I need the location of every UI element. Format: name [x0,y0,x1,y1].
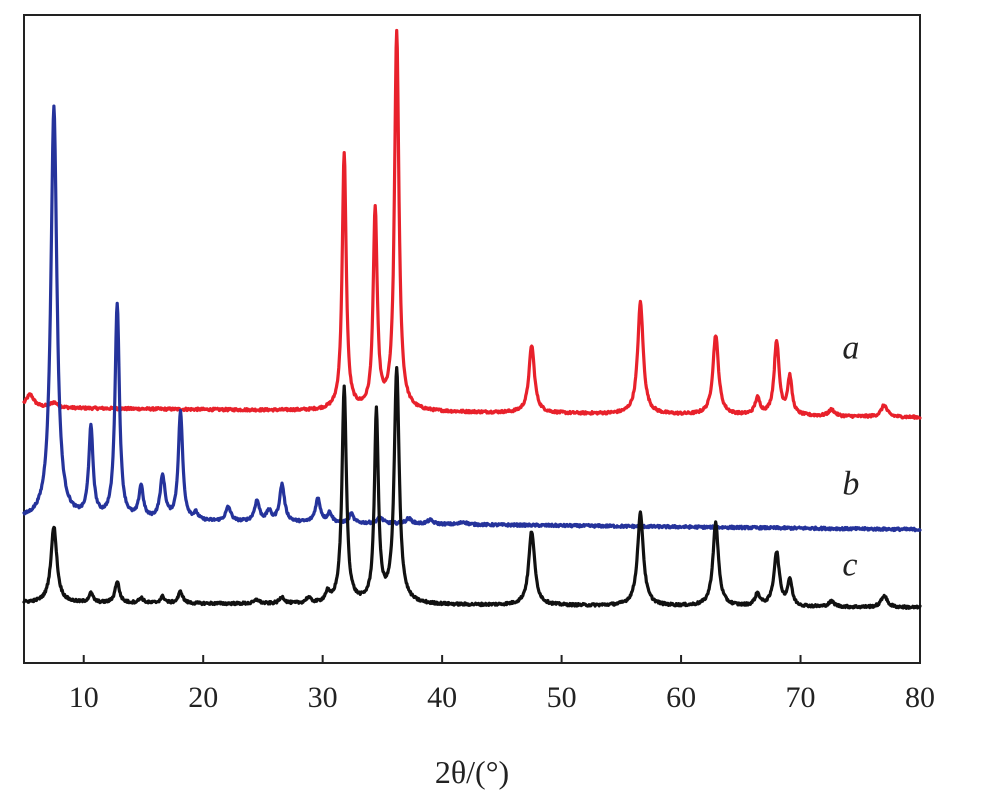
x-tick-label-80: 80 [905,681,935,714]
x-ticks-group: 10 20 30 40 50 60 70 80 [69,655,935,714]
x-tick-label-60: 60 [666,681,696,714]
series-label-c: c [842,547,857,584]
x-tick-label-30: 30 [308,681,338,714]
x-tick-label-50: 50 [547,681,577,714]
series-a-line [22,28,922,420]
series-b-line [22,104,922,533]
x-tick-label-20: 20 [188,681,218,714]
series-c-line [22,366,922,610]
series-label-b: b [842,466,859,503]
x-tick-label-40: 40 [427,681,457,714]
series-label-a: a [842,329,859,366]
x-tick-label-10: 10 [69,681,99,714]
traces-group [22,28,922,610]
plot-frame [23,14,921,664]
x-axis-label: 2θ/(°) [435,754,509,790]
series-labels-group: a b c [842,329,859,583]
x-tick-label-70: 70 [786,681,816,714]
